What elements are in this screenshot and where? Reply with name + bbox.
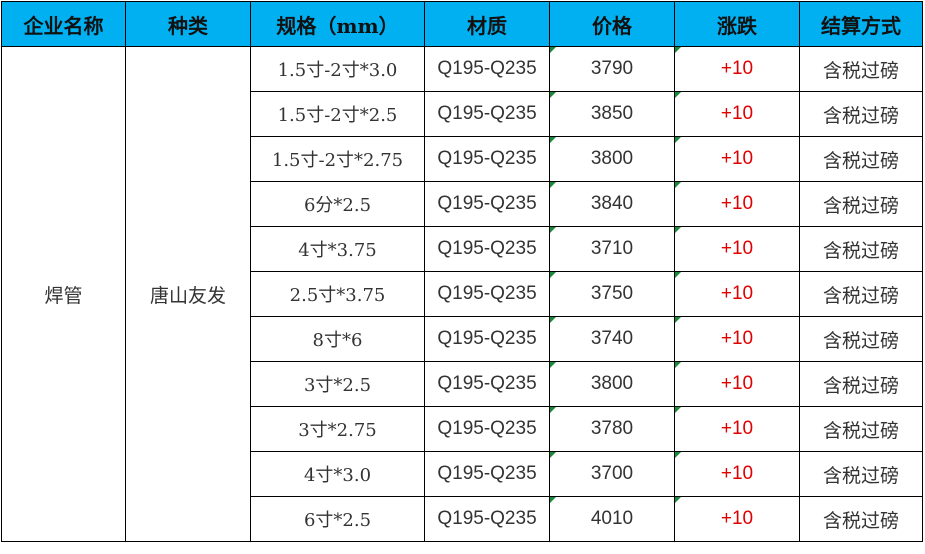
material-cell: Q195-Q235 [424,406,550,452]
change-cell: +10 [674,226,800,272]
material-cell: Q195-Q235 [424,451,550,497]
change-cell: +10 [674,496,800,542]
column-header: 材质 [424,1,550,47]
table-row: 3寸*2.75 Q195-Q235 3780 +10 含税过磅 [2,406,923,452]
material-cell: Q195-Q235 [424,316,550,362]
price-cell: 3790 [549,46,675,92]
settlement-cell: 含税过磅 [799,181,923,227]
change-cell: +10 [674,316,800,362]
price-cell: 3740 [549,316,675,362]
table-row: 6分*2.5 Q195-Q235 3840 +10 含税过磅 [2,181,923,227]
settlement-cell: 含税过磅 [799,46,923,92]
column-header: 企业名称 [1,1,126,47]
column-header: 种类 [125,1,251,47]
spec-cell: 1.5寸-2寸*3.0 [250,46,425,92]
change-cell: +10 [674,136,800,182]
change-cell: +10 [674,451,800,497]
settlement-cell: 含税过磅 [799,451,923,497]
settlement-cell: 含税过磅 [799,361,923,407]
table-row: 2.5寸*3.75 Q195-Q235 3750 +10 含税过磅 [2,271,923,317]
change-cell: +10 [674,271,800,317]
settlement-cell: 含税过磅 [799,406,923,452]
price-cell: 3780 [549,406,675,452]
spec-cell: 3寸*2.75 [250,406,425,452]
settlement-cell: 含税过磅 [799,316,923,362]
settlement-cell: 含税过磅 [799,271,923,317]
table-row: 6寸*2.5 Q195-Q235 4010 +10 含税过磅 [2,496,923,542]
price-cell: 3700 [549,451,675,497]
table-row: 4寸*3.75 Q195-Q235 3710 +10 含税过磅 [2,226,923,272]
price-cell: 3800 [549,361,675,407]
settlement-cell: 含税过磅 [799,136,923,182]
price-cell: 3750 [549,271,675,317]
change-cell: +10 [674,406,800,452]
spec-cell: 1.5寸-2寸*2.5 [250,91,425,137]
spec-cell: 4寸*3.75 [250,226,425,272]
column-header: 规格（mm） [250,1,425,47]
material-cell: Q195-Q235 [424,181,550,227]
change-cell: +10 [674,91,800,137]
column-header: 涨跌 [674,1,800,47]
company-cell: 焊管 [1,46,126,542]
settlement-cell: 含税过磅 [799,226,923,272]
table-row: 1.5寸-2寸*2.5 Q195-Q235 3850 +10 含税过磅 [2,91,923,137]
price-table: 企业名称 种类 规格（mm） 材质 价格 涨跌 结算方式 焊管 唐山友发 1.5寸-2寸*3.0… [1,1,923,542]
table-row: 焊管 唐山友发 1.5寸-2寸*3.0 Q195-Q235 3790 +10 含税过磅 [1,46,923,542]
spec-cell: 3寸*2.5 [250,361,425,407]
settlement-cell: 含税过磅 [799,496,923,542]
price-cell: 3850 [549,91,675,137]
spec-cell: 2.5寸*3.75 [250,271,425,317]
price-cell: 3710 [549,226,675,272]
price-cell: 3800 [549,136,675,182]
header-row: 企业名称 种类 规格（mm） 材质 价格 涨跌 结算方式 [1,1,923,47]
price-cell: 3840 [549,181,675,227]
material-cell: Q195-Q235 [424,91,550,137]
table-row: 3寸*2.5 Q195-Q235 3800 +10 含税过磅 [2,361,923,407]
material-cell: Q195-Q235 [424,226,550,272]
spec-cell: 1.5寸-2寸*2.75 [250,136,425,182]
material-cell: Q195-Q235 [424,496,550,542]
material-cell: Q195-Q235 [424,271,550,317]
change-cell: +10 [674,46,800,92]
column-header: 结算方式 [799,1,923,47]
column-header: 价格 [549,1,675,47]
table-row: 4寸*3.0 Q195-Q235 3700 +10 含税过磅 [2,451,923,497]
table-row: 8寸*6 Q195-Q235 3740 +10 含税过磅 [2,316,923,362]
spec-cell: 6寸*2.5 [250,496,425,542]
material-cell: Q195-Q235 [424,361,550,407]
settlement-cell: 含税过磅 [799,91,923,137]
change-cell: +10 [674,361,800,407]
change-cell: +10 [674,181,800,227]
category-cell: 唐山友发 [125,46,251,542]
spec-cell: 6分*2.5 [250,181,425,227]
spec-cell: 8寸*6 [250,316,425,362]
material-cell: Q195-Q235 [424,46,550,92]
table-row: 1.5寸-2寸*2.75 Q195-Q235 3800 +10 含税过磅 [2,136,923,182]
spec-cell: 4寸*3.0 [250,451,425,497]
material-cell: Q195-Q235 [424,136,550,182]
price-cell: 4010 [549,496,675,542]
